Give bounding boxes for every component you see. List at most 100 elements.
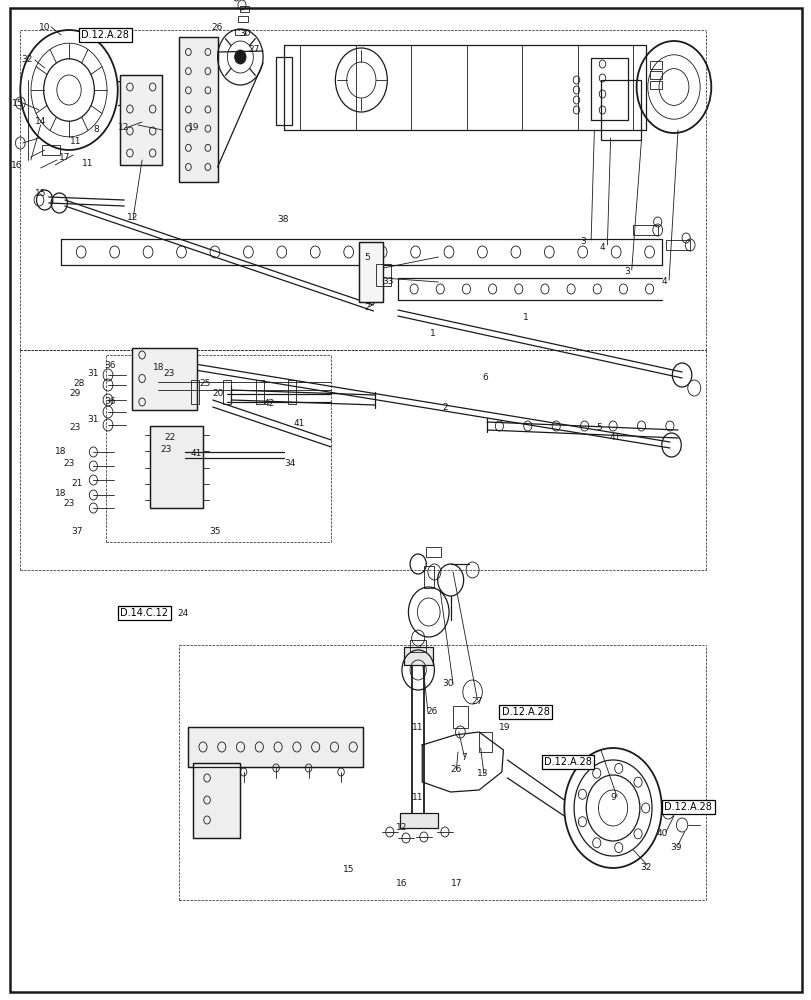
Bar	[358, 242, 383, 302]
Text: 1: 1	[429, 330, 436, 338]
Text: 15: 15	[35, 188, 46, 198]
Text: 14: 14	[35, 117, 46, 126]
Text: 3: 3	[579, 237, 586, 246]
Bar	[223, 380, 231, 404]
Text: 42: 42	[264, 399, 275, 408]
Bar	[404, 647, 432, 665]
Text: 39: 39	[669, 842, 680, 852]
Text: 18: 18	[55, 489, 67, 498]
Text: 11: 11	[82, 159, 93, 168]
Bar	[178, 37, 217, 182]
Text: 23: 23	[161, 444, 172, 454]
Text: 23: 23	[69, 422, 80, 432]
Text: 11: 11	[412, 722, 423, 732]
Bar	[238, 16, 247, 22]
Text: 3: 3	[623, 267, 629, 276]
Text: 11: 11	[70, 137, 81, 146]
Text: 23: 23	[63, 499, 75, 508]
Text: 1: 1	[522, 312, 529, 322]
Text: 18: 18	[152, 362, 164, 371]
Text: 25: 25	[199, 379, 210, 388]
Text: 35: 35	[209, 528, 221, 536]
Text: 7: 7	[461, 752, 467, 762]
Bar	[288, 380, 296, 404]
Bar	[193, 763, 240, 838]
Text: 27: 27	[248, 44, 260, 53]
Text: 22: 22	[164, 432, 175, 442]
Text: 38: 38	[277, 216, 288, 225]
Text: D.12.A.28: D.12.A.28	[663, 802, 711, 812]
Text: 33: 33	[382, 277, 393, 286]
Circle shape	[234, 50, 246, 64]
Text: 15: 15	[342, 865, 354, 874]
Text: 19: 19	[187, 122, 199, 131]
Bar	[120, 75, 162, 165]
Text: 23: 23	[163, 369, 174, 378]
Text: 5: 5	[363, 252, 370, 261]
Bar	[665, 240, 689, 250]
Bar	[235, 29, 245, 35]
Text: 40: 40	[655, 830, 667, 838]
Bar	[633, 225, 657, 235]
Text: 21: 21	[71, 480, 83, 488]
Bar	[150, 426, 203, 508]
Text: 34: 34	[284, 460, 295, 468]
Bar	[255, 380, 264, 404]
Text: 41: 41	[293, 420, 304, 428]
Bar	[649, 71, 661, 79]
Text: 12: 12	[118, 123, 129, 132]
Text: 29: 29	[69, 389, 80, 398]
Text: 6: 6	[482, 372, 488, 381]
Bar	[399, 813, 438, 828]
Text: 30: 30	[239, 29, 251, 38]
Bar	[178, 37, 217, 182]
Text: 5: 5	[595, 422, 602, 432]
Text: 8: 8	[92, 125, 99, 134]
Bar	[276, 57, 292, 125]
Bar	[375, 264, 390, 286]
Bar	[426, 547, 440, 557]
Text: D.12.A.28: D.12.A.28	[543, 757, 591, 767]
Text: 27: 27	[470, 698, 482, 706]
Text: 16: 16	[11, 161, 22, 170]
Bar	[478, 732, 491, 752]
Bar	[649, 61, 661, 69]
Text: 10: 10	[39, 22, 50, 31]
Text: 28: 28	[73, 379, 84, 388]
Text: 32: 32	[21, 55, 32, 64]
Text: 15: 15	[12, 99, 24, 107]
Bar	[193, 763, 240, 838]
Text: 31: 31	[88, 414, 99, 424]
Bar	[358, 242, 383, 302]
Text: 12: 12	[127, 214, 138, 223]
Text: 11: 11	[412, 792, 423, 802]
Bar	[120, 75, 162, 165]
Text: 26: 26	[426, 708, 437, 716]
Bar	[410, 640, 426, 652]
Text: 18: 18	[55, 448, 67, 456]
Text: 26: 26	[450, 766, 461, 774]
Bar	[188, 727, 363, 767]
Text: D.14.C.12: D.14.C.12	[120, 608, 168, 618]
Bar	[239, 6, 249, 12]
Text: 9: 9	[609, 792, 616, 802]
Text: 26: 26	[211, 23, 222, 32]
Text: 24: 24	[177, 609, 188, 618]
Text: 36: 36	[104, 397, 115, 406]
Bar	[600, 80, 641, 140]
Bar	[188, 727, 363, 767]
Text: D.12.A.28: D.12.A.28	[81, 30, 129, 40]
Text: 32: 32	[639, 862, 650, 871]
Text: 37: 37	[71, 528, 83, 536]
Text: 17: 17	[59, 153, 71, 162]
Bar	[590, 58, 628, 120]
Text: 13: 13	[477, 770, 488, 778]
Bar	[191, 380, 199, 404]
Bar	[423, 566, 433, 588]
Text: 19: 19	[499, 722, 510, 732]
Bar	[131, 348, 196, 410]
Text: 4: 4	[599, 242, 604, 251]
Text: 12: 12	[396, 822, 407, 832]
Text: 2: 2	[442, 402, 447, 412]
Text: 23: 23	[63, 460, 75, 468]
